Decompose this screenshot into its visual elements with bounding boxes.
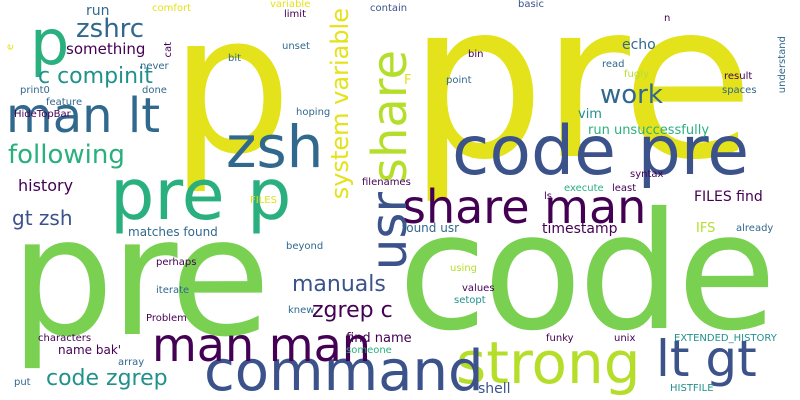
word-share-man: share man bbox=[402, 180, 647, 234]
word-run-unsuccessfully: run unsuccessfully bbox=[588, 123, 710, 138]
word-using: using bbox=[450, 263, 478, 274]
word-feature: feature bbox=[46, 97, 83, 108]
word-perhaps: perhaps bbox=[156, 257, 197, 268]
word-pre-low: pre bbox=[10, 182, 271, 373]
word-cat: cat bbox=[163, 42, 174, 58]
word-e: e bbox=[5, 44, 16, 51]
word-manuals: manuals bbox=[292, 272, 386, 297]
word-files: FILES bbox=[250, 195, 277, 206]
word-iterate: iterate bbox=[156, 285, 190, 296]
word-timestamp: timestamp bbox=[542, 221, 618, 237]
word-beyond: beyond bbox=[286, 241, 324, 252]
word-vim: vim bbox=[578, 107, 602, 122]
word-zshrc: zshrc bbox=[76, 14, 145, 44]
word-zgrep-c: zgrep c bbox=[312, 298, 393, 323]
word-man-lt: man lt bbox=[6, 88, 161, 144]
word-lt-gt: lt gt bbox=[656, 330, 757, 388]
word-code-pre: code pre bbox=[452, 112, 750, 191]
word-someone: someone bbox=[346, 345, 392, 356]
word-problem: Problem bbox=[146, 313, 187, 324]
word-unset: unset bbox=[282, 41, 310, 52]
word-understand: understand bbox=[777, 36, 788, 94]
word-echo: echo bbox=[622, 37, 656, 53]
word-result: result bbox=[724, 71, 753, 82]
word-zsh: zsh bbox=[226, 113, 324, 181]
word-name-bak: name bak' bbox=[58, 343, 122, 357]
word-knew: knew bbox=[288, 305, 315, 316]
word-command: command bbox=[204, 339, 484, 400]
word-n: n bbox=[664, 13, 671, 24]
word-basic: basic bbox=[518, 0, 544, 10]
word-find-name: find name bbox=[346, 331, 412, 346]
word-histfile: HISTFILE bbox=[670, 383, 714, 394]
word-pre-large: pre bbox=[408, 0, 754, 207]
word-shell: shell bbox=[478, 381, 511, 397]
word-share-vertical: share bbox=[362, 50, 418, 184]
word-c-compinit: c compinit bbox=[38, 64, 153, 89]
word-setopt: setopt bbox=[454, 295, 486, 306]
word-hoping: hoping bbox=[296, 107, 331, 118]
word-strong: strong bbox=[456, 329, 641, 397]
word-spaces: spaces bbox=[722, 85, 757, 96]
word-filenames: filenames bbox=[362, 177, 411, 188]
word-contain: contain bbox=[370, 3, 408, 14]
word-man-man: man man bbox=[152, 318, 371, 372]
word-bit: bit bbox=[228, 53, 242, 64]
word-variable: variable bbox=[270, 0, 311, 10]
word-limit: limit bbox=[284, 9, 306, 20]
word-never: never bbox=[140, 61, 169, 72]
word-system-variable: system variable bbox=[326, 8, 354, 200]
word-comfort: comfort bbox=[152, 3, 192, 14]
word-following: following bbox=[8, 140, 125, 170]
word-ls: ls bbox=[544, 191, 552, 202]
word-put: put bbox=[14, 377, 31, 388]
word-ifs: IFS bbox=[696, 221, 716, 236]
word-p-large: p bbox=[170, 0, 292, 197]
word-matches-found: matches found bbox=[128, 225, 218, 239]
word-code-large: code bbox=[398, 179, 777, 367]
word-point: point bbox=[446, 75, 472, 86]
word-fugly: fugly bbox=[624, 69, 649, 80]
word-found-usr: found usr bbox=[402, 221, 459, 235]
word-read: read bbox=[602, 59, 625, 70]
word-run: run bbox=[86, 3, 110, 19]
word-funky: funky bbox=[546, 333, 574, 344]
word-hidetopbar: HideTopBar bbox=[14, 109, 71, 120]
word-something: something bbox=[66, 40, 146, 58]
word-p-small: p bbox=[30, 6, 70, 79]
word-gt-zsh: gt zsh bbox=[12, 206, 73, 230]
word-array: array bbox=[118, 357, 145, 368]
word-code-zgrep: code zgrep bbox=[46, 366, 168, 391]
word-extended-history: EXTENDED_HISTORY bbox=[674, 333, 777, 344]
word-already: already bbox=[736, 223, 774, 234]
word-syntax: syntax bbox=[630, 169, 664, 180]
word-files-find: FILES find bbox=[694, 189, 763, 205]
word-execute: execute bbox=[564, 183, 604, 194]
word-characters: characters bbox=[38, 333, 92, 344]
word-values: values bbox=[462, 283, 495, 294]
word-pre-p: pre p bbox=[110, 154, 292, 236]
word-unix: unix bbox=[614, 333, 636, 344]
word-history: history bbox=[18, 176, 74, 195]
word-print0: print0 bbox=[20, 85, 50, 96]
word-least: least bbox=[612, 183, 637, 194]
word-work: work bbox=[600, 80, 663, 110]
word-done: done bbox=[142, 85, 167, 96]
word-f: F bbox=[404, 73, 412, 88]
word-bin: bin bbox=[468, 49, 484, 60]
